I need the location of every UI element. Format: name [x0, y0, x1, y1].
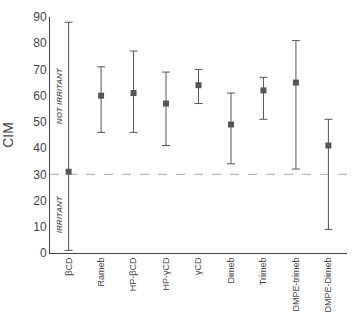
svg-text:IRRITANT: IRRITANT [55, 195, 64, 233]
svg-text:60: 60 [33, 89, 47, 103]
svg-text:30: 30 [33, 168, 47, 182]
svg-text:Dimeb: Dimeb [226, 258, 236, 284]
svg-text:90: 90 [33, 10, 47, 24]
svg-text:Rameb: Rameb [96, 258, 106, 287]
svg-text:0: 0 [40, 246, 47, 260]
svg-text:DMPE-Dimeb: DMPE-Dimeb [323, 258, 333, 313]
svg-text:10: 10 [33, 220, 47, 234]
svg-text:DMPE-trimeb: DMPE-trimeb [291, 258, 301, 312]
svg-text:70: 70 [33, 63, 47, 77]
svg-text:HP-βCD: HP-βCD [128, 257, 138, 291]
svg-text:CIM: CIM [0, 122, 16, 148]
svg-text:Trimeb: Trimeb [258, 258, 268, 286]
svg-text:βCD: βCD [64, 257, 74, 276]
svg-text:40: 40 [33, 141, 47, 155]
svg-text:NOT IRRITANT: NOT IRRITANT [55, 67, 64, 124]
svg-text:γCD: γCD [193, 257, 203, 275]
svg-text:20: 20 [33, 194, 47, 208]
svg-text:80: 80 [33, 36, 47, 50]
svg-text:50: 50 [33, 115, 47, 129]
svg-text:HP-γCD: HP-γCD [161, 257, 171, 290]
